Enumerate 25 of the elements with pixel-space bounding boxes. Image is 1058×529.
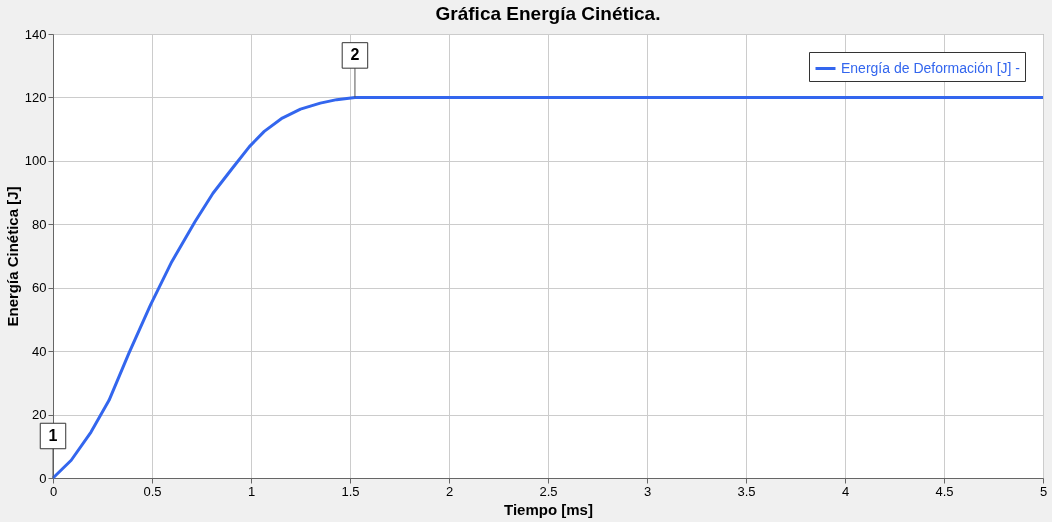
x-tick-label: 1.5 [341,483,360,499]
y-tick-label: 80 [32,216,47,232]
y-tick-label: 140 [24,26,47,42]
y-tick-label: 20 [32,407,47,423]
x-tick-label: 4.5 [935,483,954,499]
x-tick-label: 4 [841,483,850,499]
x-tick-label: 3.5 [737,483,756,499]
legend-label: Energía de Deformación [J] - [841,59,1021,76]
chart-title: Gráfica Energía Cinética. [435,3,661,24]
x-tick-label: 5 [1039,483,1048,499]
y-tick-label: 120 [24,89,47,105]
y-axis-title: Energía Cinética [J] [3,186,21,327]
annotation: 2 [350,46,360,64]
x-tick-label: 3 [643,483,652,499]
annotation: 1 [48,427,58,444]
y-tick-label: 100 [24,153,47,169]
x-tick-label: 1 [247,483,256,499]
x-axis-title: Tiempo [ms] [504,500,593,518]
x-tick-label: 0.5 [143,483,162,499]
y-tick-label: 40 [32,343,47,359]
x-tick-label: 2 [445,483,454,499]
y-tick-label: 60 [32,280,47,296]
x-tick-label: 0 [49,483,58,499]
x-tick-label: 2.5 [539,483,558,499]
y-tick-label: 0 [39,470,47,486]
